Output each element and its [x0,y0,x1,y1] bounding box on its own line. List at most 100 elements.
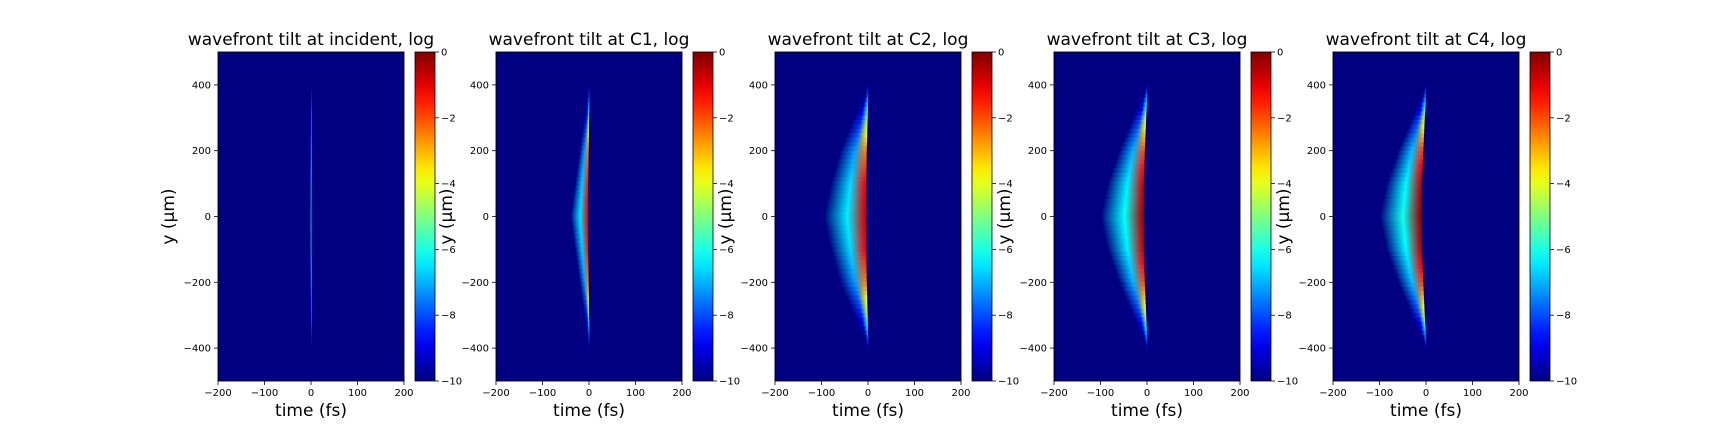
heatmap-cell [310,238,312,244]
heatmap-cell [1415,106,1426,112]
heatmap-cell [310,185,312,191]
panel-4: −200 −100 0 100 200−400−2000200400wavefront … [995,30,1298,421]
heatmap-cell [1116,155,1145,161]
heatmap-cell [858,326,868,332]
x-tick-label: 100 [1184,388,1203,399]
heatmap-cell [1106,242,1144,248]
heatmap-cell [310,181,312,187]
heatmap-cell [862,93,869,99]
heatmap-cell [1102,203,1144,209]
heatmap-cell [1110,255,1145,261]
heatmap-cell [310,251,312,257]
heatmap-cell [310,286,312,292]
heatmap-cell [833,172,867,178]
colorbar-tick-label: −4 [441,179,456,190]
heatmap-cell [310,273,312,279]
heatmap-cell [575,251,589,257]
heatmap-cell [1421,89,1427,95]
x-tick-label: 0 [1423,388,1429,399]
heatmap-cell [1134,111,1147,117]
heatmap-cell [575,181,589,187]
colorbar-tick-label: −8 [998,311,1013,322]
heatmap-cell [310,291,312,297]
heatmap-cell [842,141,867,147]
heatmap-cell [577,163,589,169]
heatmap-cell [310,313,312,318]
heatmap-cell [584,313,590,318]
heatmap-cell [310,146,312,152]
heatmap-cell [1116,273,1145,279]
colorbar-tick-label: 0 [1277,48,1283,59]
x-tick-label: −100 [251,388,278,399]
heatmap-cell [828,190,867,196]
x-tick-label: 200 [1509,388,1528,399]
y-tick-label: 400 [749,80,768,91]
heatmap-cell [1412,313,1425,318]
heatmap-cell [310,216,312,222]
heatmap-cell [310,150,312,156]
heatmap-cell [825,207,867,213]
heatmap-cell [310,119,312,125]
x-tick-label: 100 [905,388,924,399]
colorbar-tick-label: 0 [1556,48,1562,59]
heatmap-cell [1391,260,1423,266]
heatmap-cell [1143,84,1148,90]
y-axis-label: y (μm) [995,188,1015,244]
heatmap-cell [584,317,590,323]
colorbar-tick-label: −8 [1556,311,1571,322]
heatmap-cell [850,124,868,130]
y-axis-label: y (μm) [1274,188,1294,244]
heatmap-cell [857,321,868,327]
heatmap-cell [1391,168,1423,174]
heatmap-cell [310,229,312,235]
colorbar-tick-label: −2 [1556,113,1571,124]
panel-title: wavefront tilt at C3, log [1047,30,1248,50]
heatmap-cell [1383,234,1422,240]
heatmap-cell [833,255,867,261]
heatmap-cell [826,203,867,209]
heatmap-cell [310,282,312,288]
y-tick-label: 400 [192,80,211,91]
colorbar-tick-label: −6 [998,245,1013,256]
heatmap-cell [310,339,312,345]
heatmap-cells [1100,84,1148,349]
heatmap-cell [310,141,312,147]
heatmap-cell [310,295,312,301]
heatmap-cell [827,229,867,235]
heatmap-cell [1123,291,1146,297]
panel-title: wavefront tilt at C2, log [768,30,969,50]
heatmap-cell [829,242,867,248]
heatmap-cell [310,124,312,130]
heatmap-cell [310,308,312,314]
heatmap-cell [586,98,590,104]
heatmap-cell [1104,194,1144,200]
heatmap-cell [1143,343,1148,349]
heatmap-cell [587,343,590,349]
heatmap-cell [1412,115,1425,121]
heatmap-cell [578,159,589,165]
heatmap-cell [1115,269,1145,275]
x-tick-label: −200 [1319,388,1346,399]
heatmap-cell [1410,308,1425,314]
heatmap-cell [1140,93,1148,99]
y-tick-label: −400 [184,344,211,355]
heatmap-cell [310,111,312,117]
heatmap-cell [832,251,867,257]
heatmap-cell [1388,251,1423,257]
heatmap-cell [1385,242,1422,248]
heatmap-cell [825,220,867,226]
colorbar-tick-label: −6 [719,245,734,256]
heatmap-cell [310,247,312,253]
y-tick-label: 400 [1028,80,1047,91]
heatmap-cell [1112,168,1145,174]
y-tick-label: −400 [462,344,489,355]
heatmap-cell [576,168,589,174]
heatmap-cell [1107,181,1144,187]
heatmap-cell [310,343,312,349]
heatmap-cell [824,212,867,218]
colorbar-tick-label: −8 [1277,311,1292,322]
heatmap-cell [310,242,312,248]
heatmap-cell [1385,185,1422,191]
heatmap-cell [580,282,589,288]
heatmap-cell [571,220,589,226]
